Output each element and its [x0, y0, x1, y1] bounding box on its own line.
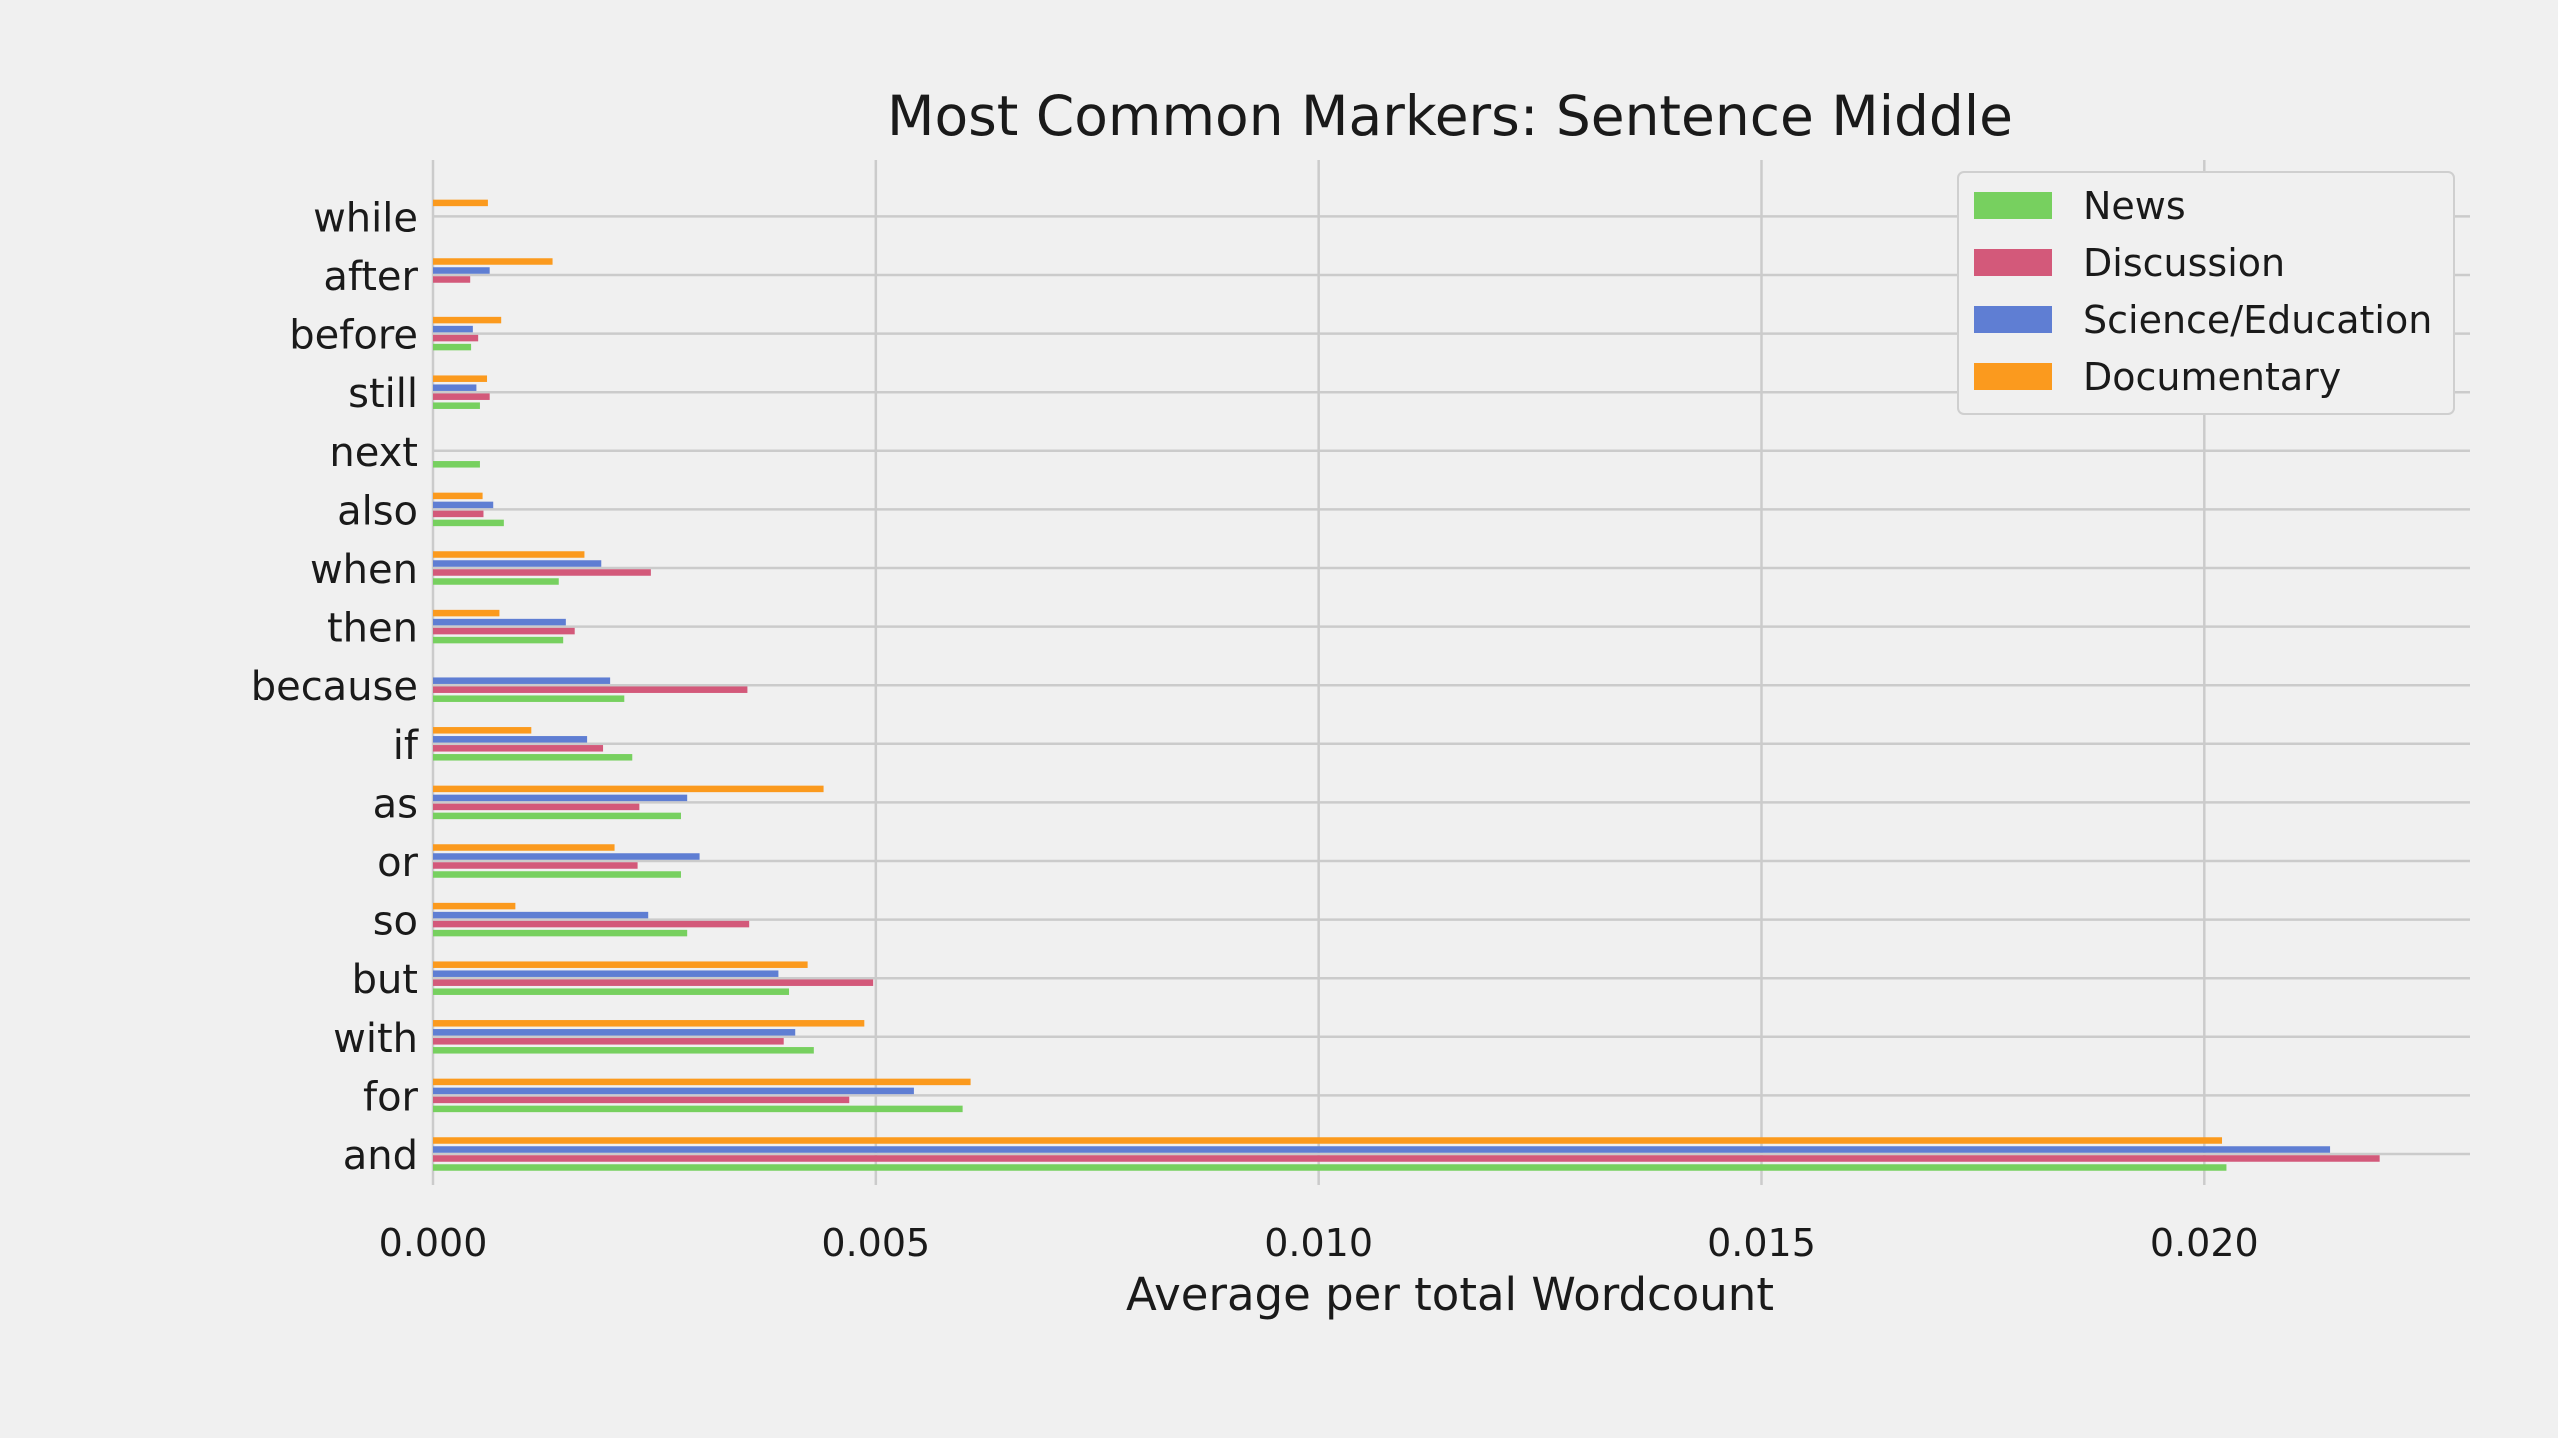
bars — [433, 199, 2380, 1171]
y-tick-label: when — [310, 547, 418, 593]
bar — [433, 1020, 865, 1027]
bar — [433, 510, 484, 518]
y-tick-label: so — [373, 899, 418, 945]
bar — [433, 1047, 814, 1054]
bar — [433, 902, 516, 910]
legend-label: Documentary — [2083, 355, 2341, 399]
bar — [433, 1029, 796, 1036]
bar — [433, 929, 688, 937]
bar — [433, 785, 824, 793]
bar — [433, 754, 633, 761]
bar — [433, 334, 479, 342]
bar — [433, 911, 649, 919]
bar — [433, 258, 553, 265]
x-tick-label: 0.015 — [1707, 1221, 1816, 1265]
bar — [433, 492, 483, 500]
legend-swatch — [1974, 249, 2052, 276]
bar — [433, 1096, 850, 1104]
bar — [433, 803, 640, 811]
bar — [433, 501, 494, 509]
bar — [433, 979, 874, 986]
bar — [433, 618, 566, 626]
y-tick-label: but — [352, 957, 418, 1003]
legend-box — [1957, 171, 2455, 415]
bar — [433, 519, 504, 527]
bar — [433, 316, 502, 324]
y-tick-label: with — [333, 1016, 418, 1062]
bar — [433, 384, 477, 391]
x-tick-labels: 0.000 0.005 0.010 0.015 0.020 — [379, 1221, 2259, 1265]
bar — [433, 1137, 2223, 1144]
y-tick-label: then — [327, 606, 418, 652]
bar — [433, 609, 500, 617]
x-tick-label: 0.000 — [379, 1221, 488, 1265]
bar — [433, 627, 575, 635]
bar — [433, 560, 602, 567]
chart-title: Most Common Markers: Sentence Middle — [887, 84, 2013, 148]
bar — [433, 1038, 784, 1045]
x-tick-label: 0.005 — [821, 1221, 930, 1265]
y-tick-label: before — [289, 313, 418, 359]
bar — [433, 569, 651, 576]
bar — [433, 686, 748, 693]
bar — [433, 812, 681, 820]
bar — [433, 267, 490, 274]
y-tick-label: while — [313, 195, 418, 241]
legend-swatch — [1974, 192, 2052, 219]
y-tick-label: next — [329, 430, 418, 476]
y-tick-label: or — [377, 840, 418, 886]
x-tick-label: 0.010 — [1264, 1221, 1373, 1265]
bar — [433, 636, 564, 644]
y-tick-label: and — [343, 1133, 418, 1179]
bar — [433, 794, 688, 802]
bar — [433, 695, 625, 702]
y-tick-label: after — [323, 254, 418, 300]
legend-label: News — [2083, 184, 2186, 228]
legend: News Discussion Science/Education Documenta… — [1957, 171, 2455, 415]
legend-swatch — [1974, 306, 2052, 333]
bar — [433, 199, 488, 207]
legend-label: Science/Education — [2083, 298, 2432, 342]
legend-label: Discussion — [2083, 241, 2285, 285]
bar — [433, 961, 808, 968]
bar — [433, 551, 585, 558]
bar — [433, 853, 700, 860]
bar — [433, 325, 473, 333]
y-tick-label: also — [337, 488, 418, 534]
bar — [433, 920, 750, 928]
bar — [433, 375, 488, 382]
bar — [433, 844, 615, 851]
bar — [433, 1164, 2227, 1171]
bar — [433, 970, 779, 977]
bar — [433, 461, 480, 468]
bar — [433, 402, 480, 409]
bar — [433, 343, 472, 351]
y-tick-label: because — [251, 664, 418, 710]
bar — [433, 745, 604, 752]
bar — [433, 1155, 2380, 1162]
y-tick-labels: and for with but so or as if because then when also… — [251, 195, 419, 1179]
bar — [433, 1078, 971, 1086]
bar — [433, 988, 790, 995]
x-tick-label: 0.020 — [2150, 1221, 2259, 1265]
y-tick-label: still — [348, 371, 418, 417]
bar — [433, 1146, 2331, 1153]
bar — [433, 871, 681, 878]
bar — [433, 736, 588, 743]
bar — [433, 1105, 963, 1113]
y-tick-label: if — [393, 723, 419, 769]
bar — [433, 862, 638, 869]
y-tick-label: as — [373, 781, 418, 827]
x-axis-label: Average per total Wordcount — [1126, 1268, 1774, 1321]
legend-swatch — [1974, 363, 2052, 390]
bar — [433, 578, 559, 585]
bar — [433, 276, 471, 283]
bar — [433, 727, 532, 734]
bar — [433, 393, 490, 400]
bar — [433, 677, 611, 684]
bar — [433, 1087, 914, 1095]
y-tick-label: for — [363, 1074, 419, 1120]
gridlines — [431, 160, 2470, 1185]
